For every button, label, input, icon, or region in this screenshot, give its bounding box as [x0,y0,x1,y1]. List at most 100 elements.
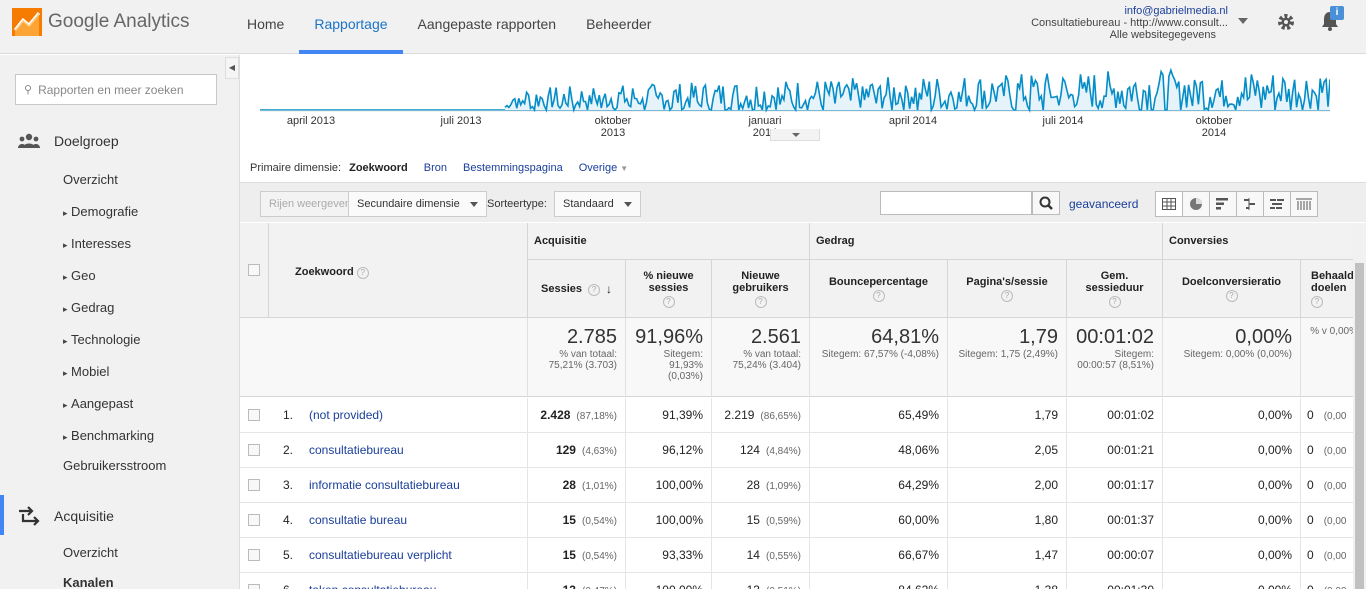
dimension-option-overige[interactable]: Overige ▼ [578,162,629,174]
cell-value: 60,00% [898,513,939,527]
cell-value: 2.428 [540,408,571,422]
nav-aangepaste-rapporten[interactable]: Aangepaste rapporten [417,16,557,32]
keyword-link[interactable]: (not provided) [299,398,528,433]
col-paginas-sessie[interactable]: Pagina's/sessie? [948,260,1067,318]
help-icon[interactable]: ? [754,295,767,308]
nav-home[interactable]: Home [247,16,285,32]
sidebar-item-interesses[interactable]: Interesses [63,236,131,251]
cell-percentage: (0,00 [1323,516,1347,527]
sidebar-item-aangepast[interactable]: Aangepast [63,396,133,411]
help-icon[interactable]: ? [662,295,675,308]
table-view-button[interactable] [1155,191,1183,217]
row-number: 3. [269,468,299,503]
sidebar-item-geo[interactable]: Geo [63,268,96,283]
cell-doelconversieratio: 0,00% [1163,538,1301,573]
col-label: Bouncepercentage [828,275,929,288]
cell-value: 0 [1307,443,1314,457]
dimension-option-bron[interactable]: Bron [423,162,448,174]
page-scrollbar[interactable] [1353,223,1366,589]
sidebar-section-doelgroep[interactable]: Doelgroep [0,133,119,149]
collapse-sidebar-button[interactable]: ◀ [225,57,239,79]
app-logo[interactable]: Google Analytics [12,8,190,36]
nav-rapportage[interactable]: Rapportage [299,0,403,54]
sidebar-item-overzicht[interactable]: Overzicht [63,172,118,187]
keyword-link[interactable]: consultatiebureau [299,433,528,468]
dimension-option-bestemmingspagina[interactable]: Bestemmingspagina [463,162,563,174]
cell-gem-sessieduur: 00:01:02 [1067,398,1163,433]
performance-view-button[interactable] [1209,191,1237,217]
report-search-input[interactable]: ⚲ Rapporten en meer zoeken [15,74,217,105]
sidebar-item-benchmarking[interactable]: Benchmarking [63,428,154,443]
scrollbar-thumb[interactable] [1355,263,1364,589]
sidebar: ⚲ Rapporten en meer zoeken Doelgroep Ove… [0,55,240,589]
secondary-dimension-select[interactable]: Secundaire dimensie [348,191,487,217]
pivot-view-button[interactable] [1290,191,1318,217]
col-doelconversieratio[interactable]: Doelconversieratio? [1163,260,1301,318]
sidebar-item-kanalen[interactable]: Kanalen [63,575,114,589]
sidebar-item-demografie[interactable]: Demografie [63,204,138,219]
help-icon[interactable]: ? [1001,289,1013,302]
col-gem-sessieduur[interactable]: Gem. sessieduur? [1067,260,1163,318]
row-checkbox[interactable] [248,444,260,456]
keyword-link[interactable]: consultatie bureau [299,503,528,538]
col-nieuwe-sessies[interactable]: % nieuwe sessies? [626,260,712,318]
advanced-filter-link[interactable]: geavanceerd [1069,197,1139,211]
cell-doelconversieratio: 0,00% [1163,468,1301,503]
table-search-input[interactable] [880,191,1032,215]
chart-area [505,70,1330,110]
col-sessies[interactable]: Sessies? ↓ [528,260,626,318]
sort-type-select[interactable]: Standaard [554,191,641,217]
comparison-view-button[interactable] [1236,191,1264,217]
chart-toggle-button[interactable] [770,129,820,141]
chevron-down-icon: ▼ [620,164,629,173]
total-value: 64,81% [871,326,939,348]
gear-icon[interactable] [1276,12,1296,32]
row-checkbox[interactable] [248,409,260,421]
sidebar-item-gebruikersstroom[interactable]: Gebruikersstroom [63,458,167,473]
row-checkbox[interactable] [248,514,260,526]
help-icon[interactable]: ? [1108,295,1121,308]
people-icon [18,133,40,148]
sidebar-item-gedrag[interactable]: Gedrag [63,300,114,315]
chart-x-tick-label: april 2014 [888,115,938,127]
table-search-button[interactable] [1032,191,1060,215]
cell-value: 66,67% [898,548,939,562]
show-rows-button[interactable]: Rijen weergeven [260,191,360,217]
notification-badge[interactable]: i [1330,6,1344,20]
select-all-checkbox[interactable] [248,264,260,276]
sidebar-item-mobiel[interactable]: Mobiel [63,364,109,379]
cell-value: 100,00% [655,513,703,527]
cell-gem-sessieduur: 00:01:17 [1067,468,1163,503]
chart-x-tick-label: juli 2013 [440,115,482,127]
sidebar-item-acq-overzicht[interactable]: Overzicht [63,545,118,560]
cell-percentage: (0,54%) [581,516,617,527]
row-checkbox[interactable] [248,479,260,491]
chart-x-tick-label: april 2013 [286,115,336,127]
keyword-link[interactable]: consultatiebureau verplicht [299,538,528,573]
total-value: 2.561 [750,326,801,348]
chevron-down-icon[interactable] [1238,18,1248,24]
cell-value: 00:01:02 [1107,408,1154,422]
total-nieuwe-gebruikers: 2.561% van totaal: 75,24% (3.404) [712,318,810,397]
pie-view-button[interactable] [1182,191,1210,217]
term-cloud-view-button[interactable] [1263,191,1291,217]
help-icon[interactable]: ? [1311,295,1323,308]
cell-gem-sessieduur: 00:01:30 [1067,573,1163,589]
keyword-link[interactable]: taken consultatiebureau [299,573,528,589]
help-icon[interactable]: ? [587,283,600,296]
help-icon[interactable]: ? [356,267,369,279]
chart-x-tick-label: juli 2014 [1042,115,1084,127]
col-nieuwe-gebruikers[interactable]: Nieuwe gebruikers? [712,260,810,318]
row-checkbox[interactable] [248,549,260,561]
col-bouncepercentage[interactable]: Bouncepercentage? [810,260,948,318]
sidebar-section-acquisitie[interactable]: Acquisitie [0,506,114,526]
help-icon[interactable]: ? [872,289,885,302]
nav-beheerder[interactable]: Beheerder [586,16,652,32]
keyword-link[interactable]: informatie consultatiebureau [299,468,528,503]
sidebar-item-technologie[interactable]: Technologie [63,332,140,347]
row-checkbox[interactable] [248,584,260,589]
account-switcher[interactable]: info@gabrielmedia.nl Consultatiebureau -… [1031,5,1228,41]
keyword-header[interactable]: Zoekwoord ? [269,223,528,318]
help-icon[interactable]: ? [1225,289,1238,302]
cell-value: 0,00% [1257,443,1292,457]
